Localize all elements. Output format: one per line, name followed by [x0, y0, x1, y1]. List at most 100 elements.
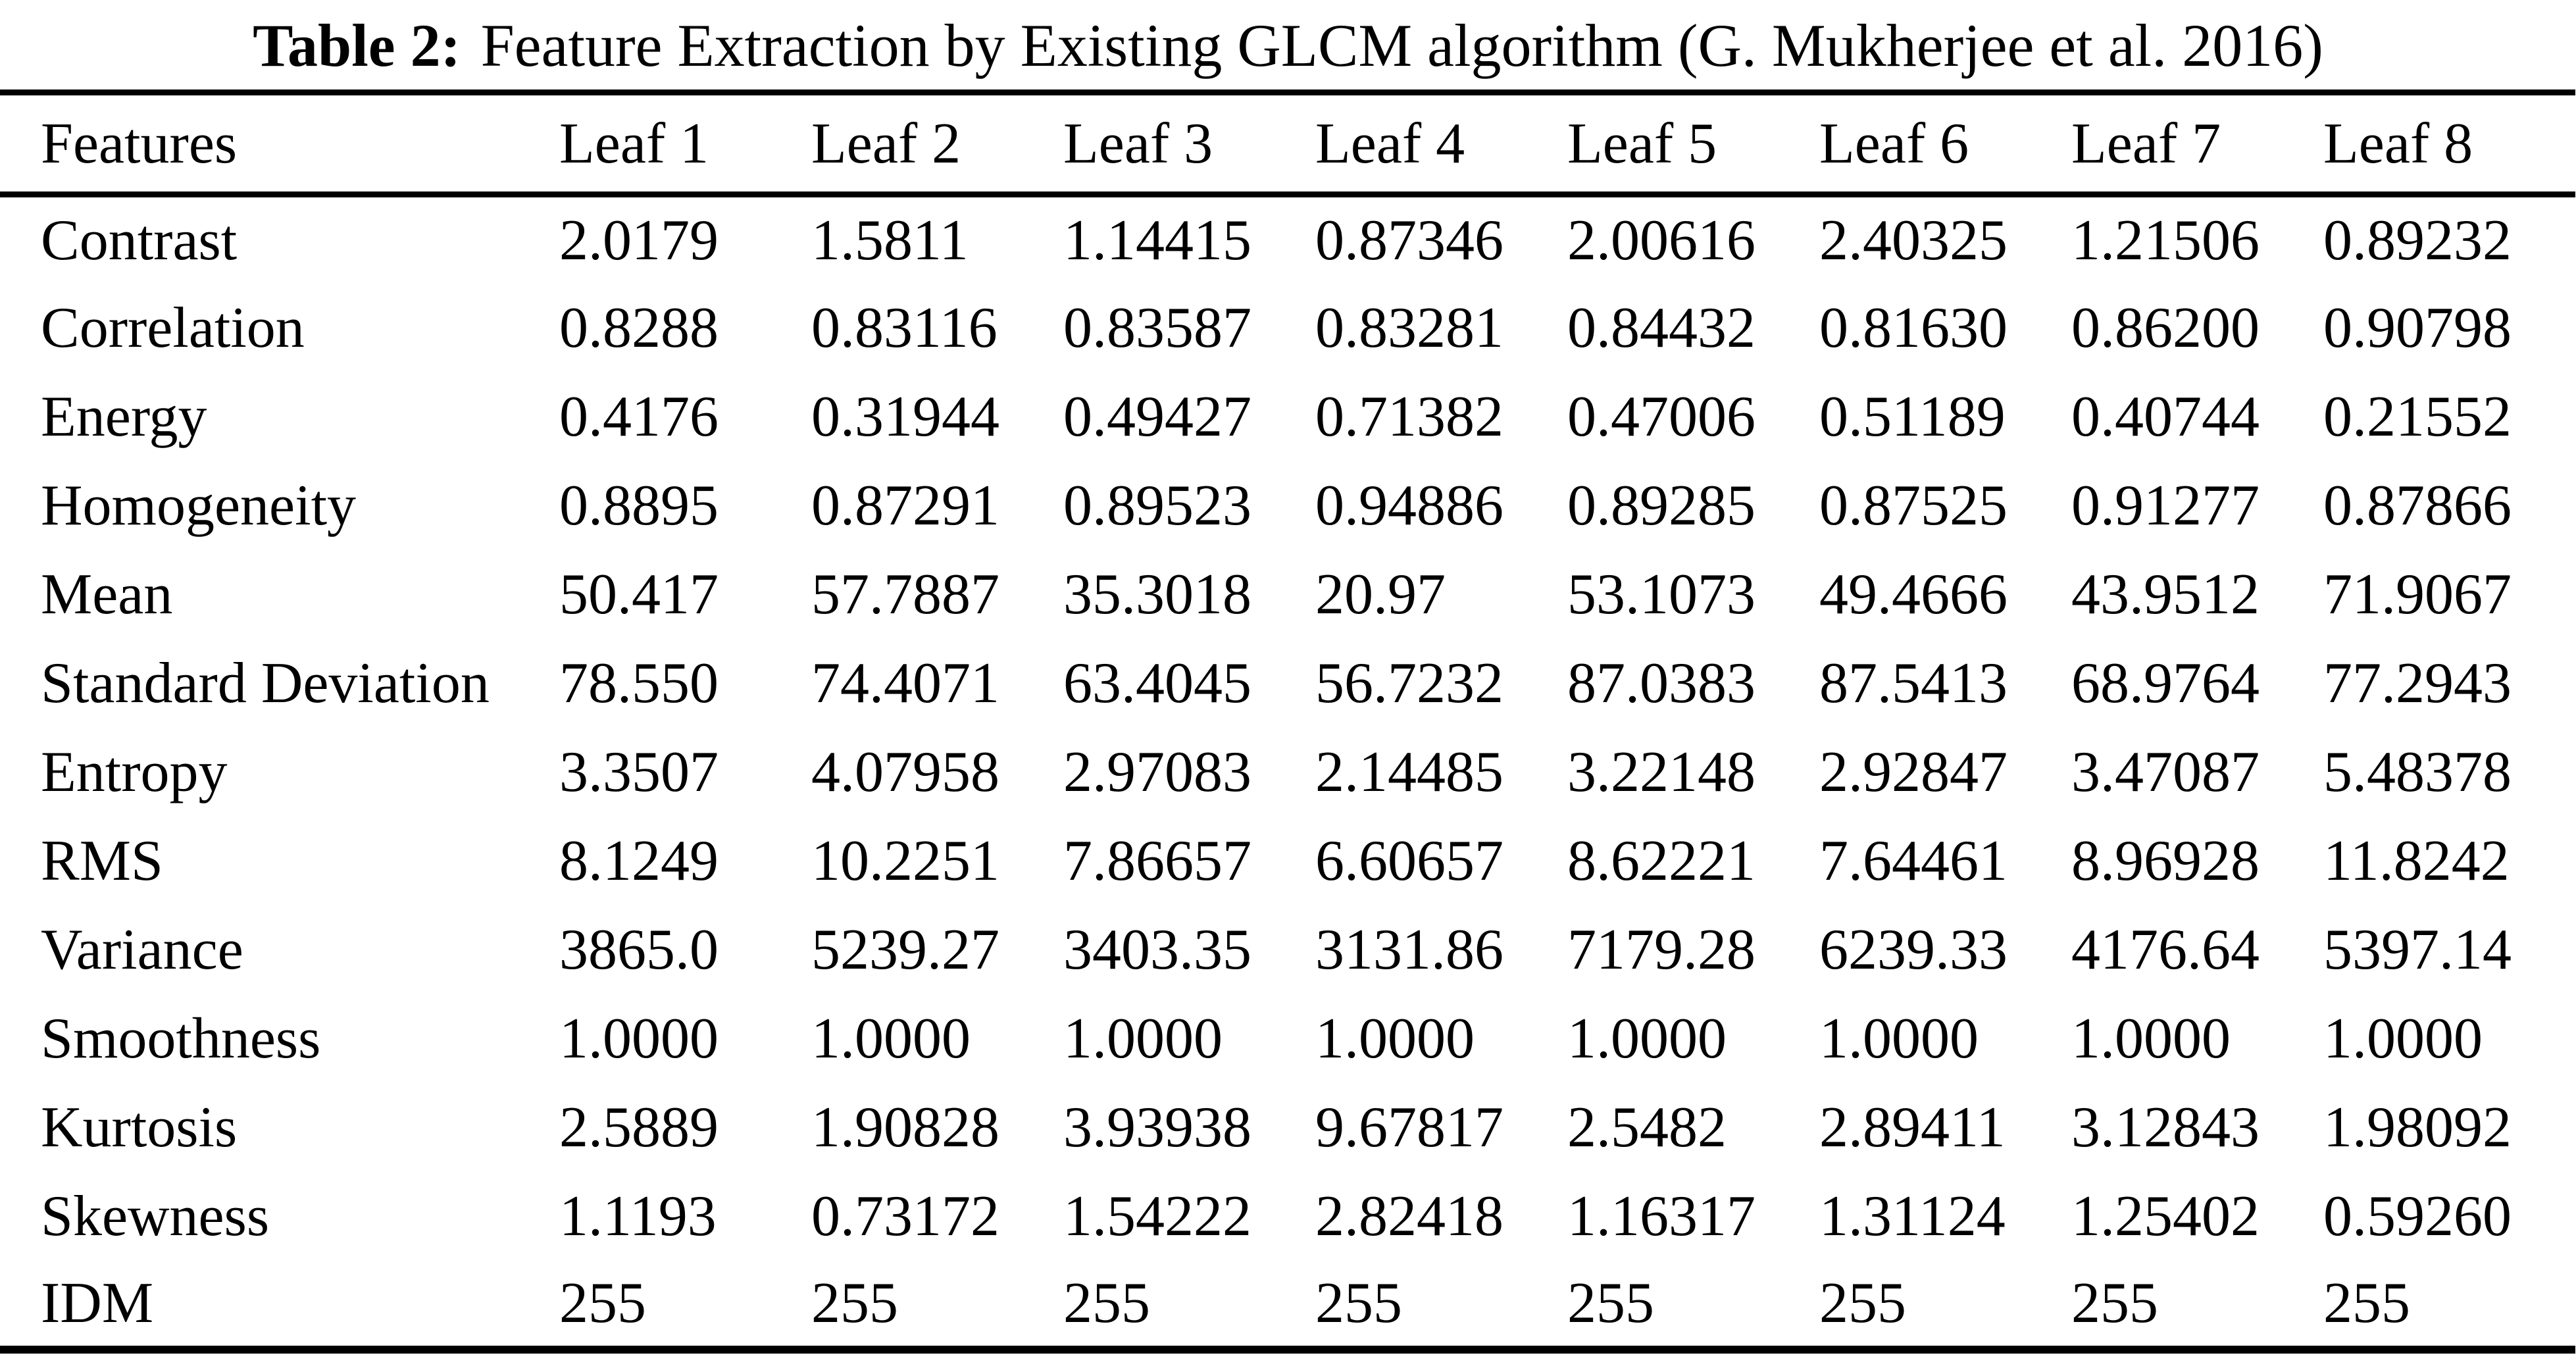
feature-label: Energy	[41, 384, 207, 449]
value-cell: 1.98092	[2323, 1095, 2512, 1159]
value-cell: 0.47006	[1567, 384, 1755, 449]
value-cell: 2.14485	[1315, 740, 1503, 804]
value-cell: 3.47087	[2071, 740, 2260, 804]
value-cell: 6.60657	[1315, 828, 1503, 893]
value-cell: 1.54222	[1063, 1184, 1251, 1248]
value-cell: 0.86200	[2071, 295, 2260, 360]
value-cell: 10.2251	[811, 828, 999, 893]
feature-label: IDM	[41, 1271, 154, 1335]
value-cell: 50.417	[559, 562, 719, 626]
table-row: Variance 3865.0 5239.27 3403.35 3131.86 7179.…	[0, 905, 2575, 994]
value-cell: 1.5811	[811, 208, 969, 272]
column-header-leaf-7: Leaf 7	[2071, 111, 2221, 176]
value-cell: 0.89523	[1063, 473, 1251, 538]
value-cell: 1.31124	[1819, 1184, 2006, 1248]
table-row: Mean 50.417 57.7887 35.3018 20.97 53.1073 49.4…	[0, 550, 2575, 639]
value-cell: 8.96928	[2071, 828, 2260, 893]
table-row: Contrast 2.0179 1.5811 1.14415 0.87346 2.0061…	[0, 195, 2575, 284]
value-cell: 77.2943	[2323, 651, 2512, 715]
value-cell: 4.07958	[811, 740, 999, 804]
value-cell: 2.5482	[1567, 1095, 1727, 1159]
value-cell: 1.0000	[1315, 1006, 1475, 1071]
value-cell: 0.81630	[1819, 295, 2008, 360]
value-cell: 1.90828	[811, 1095, 999, 1159]
table-body: Contrast 2.0179 1.5811 1.14415 0.87346 2.0061…	[0, 195, 2575, 1350]
value-cell: 2.89411	[1819, 1095, 2006, 1159]
value-cell: 7.86657	[1063, 828, 1251, 893]
feature-label: Kurtosis	[41, 1095, 238, 1159]
value-cell: 1.14415	[1063, 208, 1251, 272]
value-cell: 0.87291	[811, 473, 999, 538]
value-cell: 255	[559, 1271, 646, 1335]
value-cell: 3.12843	[2071, 1095, 2260, 1159]
value-cell: 0.83281	[1315, 295, 1503, 360]
column-header-leaf-8: Leaf 8	[2323, 111, 2473, 176]
value-cell: 0.83116	[811, 295, 998, 360]
value-cell: 0.73172	[811, 1184, 999, 1248]
value-cell: 0.21552	[2323, 384, 2512, 449]
value-cell: 4176.64	[2071, 917, 2260, 982]
value-cell: 0.71382	[1315, 384, 1503, 449]
column-header-leaf-2: Leaf 2	[811, 111, 961, 176]
header-row: Features Leaf 1 Leaf 2 Leaf 3 Leaf 4 Leaf 5 Le…	[0, 93, 2575, 195]
value-cell: 1.25402	[2071, 1184, 2260, 1248]
value-cell: 1.0000	[1567, 1006, 1727, 1071]
table-row: IDM 255 255 255 255 255 255 255 255	[0, 1261, 2575, 1350]
table-row: Kurtosis 2.5889 1.90828 3.93938 9.67817 2.548…	[0, 1083, 2575, 1172]
value-cell: 3.3507	[559, 740, 719, 804]
value-cell: 0.8895	[559, 473, 719, 538]
value-cell: 20.97	[1315, 562, 1446, 626]
value-cell: 87.0383	[1567, 651, 1755, 715]
value-cell: 1.0000	[1063, 1006, 1223, 1071]
value-cell: 0.31944	[811, 384, 999, 449]
value-cell: 1.0000	[811, 1006, 971, 1071]
value-cell: 255	[2323, 1271, 2410, 1335]
feature-label: Standard Deviation	[41, 651, 490, 715]
value-cell: 6239.33	[1819, 917, 2008, 982]
value-cell: 63.4045	[1063, 651, 1251, 715]
value-cell: 2.97083	[1063, 740, 1251, 804]
value-cell: 74.4071	[811, 651, 999, 715]
value-cell: 1.0000	[2071, 1006, 2231, 1071]
caption-text: Feature Extraction by Existing GLCM algo…	[480, 12, 2323, 79]
caption-label: Table 2:	[253, 12, 461, 79]
feature-label: RMS	[41, 828, 163, 893]
value-cell: 2.40325	[1819, 208, 2008, 272]
value-cell: 3865.0	[559, 917, 719, 982]
table-row: Smoothness 1.0000 1.0000 1.0000 1.0000 1.0000…	[0, 994, 2575, 1083]
value-cell: 3.22148	[1567, 740, 1755, 804]
value-cell: 1.0000	[559, 1006, 719, 1071]
value-cell: 43.9512	[2071, 562, 2260, 626]
value-cell: 0.40744	[2071, 384, 2260, 449]
value-cell: 53.1073	[1567, 562, 1755, 626]
value-cell: 0.51189	[1819, 384, 2006, 449]
table-caption: Table 2: Feature Extraction by Existing G…	[0, 0, 2576, 84]
feature-label: Correlation	[41, 295, 305, 360]
value-cell: 2.82418	[1315, 1184, 1503, 1248]
value-cell: 1.16317	[1567, 1184, 1755, 1248]
value-cell: 2.0179	[559, 208, 719, 272]
value-cell: 9.67817	[1315, 1095, 1503, 1159]
value-cell: 255	[1315, 1271, 1402, 1335]
column-header-leaf-3: Leaf 3	[1063, 111, 1213, 176]
column-header-features: Features	[41, 111, 238, 176]
table-row: Standard Deviation 78.550 74.4071 63.4045 56…	[0, 639, 2575, 728]
value-cell: 0.94886	[1315, 473, 1503, 538]
value-cell: 1.0000	[2323, 1006, 2483, 1071]
value-cell: 0.8288	[559, 295, 719, 360]
value-cell: 8.62221	[1567, 828, 1755, 893]
feature-label: Variance	[41, 917, 243, 982]
table-row: Correlation 0.8288 0.83116 0.83587 0.83281 0.…	[0, 284, 2575, 372]
value-cell: 0.89285	[1567, 473, 1755, 538]
feature-label: Homogeneity	[41, 473, 357, 538]
value-cell: 0.90798	[2323, 295, 2512, 360]
table-row: Energy 0.4176 0.31944 0.49427 0.71382 0.47006…	[0, 372, 2575, 461]
value-cell: 87.5413	[1819, 651, 2008, 715]
column-header-leaf-1: Leaf 1	[559, 111, 709, 176]
value-cell: 49.4666	[1819, 562, 2008, 626]
value-cell: 2.92847	[1819, 740, 2008, 804]
value-cell: 3131.86	[1315, 917, 1503, 982]
value-cell: 1.1193	[559, 1184, 717, 1248]
table-row: RMS 8.1249 10.2251 7.86657 6.60657 8.62221 7.6…	[0, 817, 2575, 905]
value-cell: 0.91277	[2071, 473, 2260, 538]
